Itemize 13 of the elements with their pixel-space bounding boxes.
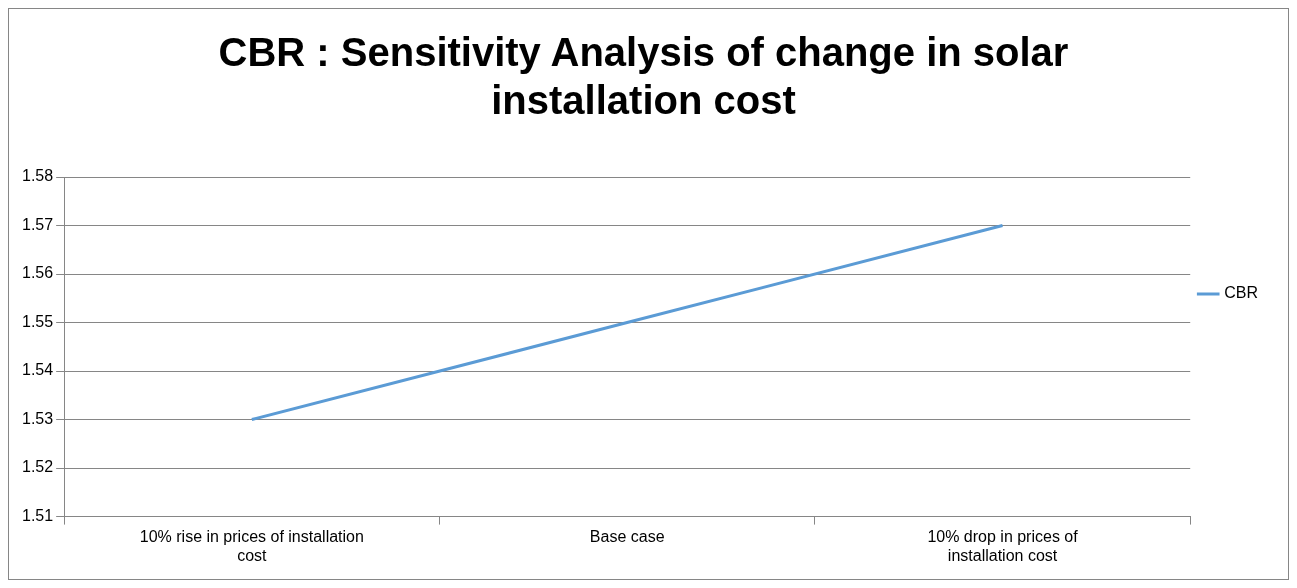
y-tick-label: 1.51 (22, 507, 54, 525)
x-tick-label: Base case (589, 527, 665, 545)
y-tick-label: 1.57 (22, 215, 54, 233)
chart-title: CBR : Sensitivity Analysis of change in solar installation cost (218, 30, 1069, 123)
y-tick-label: 1.52 (22, 458, 54, 476)
y-tick-label: 1.58 (22, 167, 54, 185)
x-tick-label: 10% drop in prices of installation cost (927, 527, 1079, 564)
y-tick-label: 1.53 (22, 409, 54, 427)
y-tick-label: 1.55 (22, 312, 54, 330)
y-tick-label: 1.54 (22, 361, 54, 379)
legend-label: CBR (1224, 284, 1258, 302)
x-tick-label: 10% rise in prices of installation cost (139, 527, 364, 564)
y-tick-label: 1.56 (22, 264, 54, 282)
